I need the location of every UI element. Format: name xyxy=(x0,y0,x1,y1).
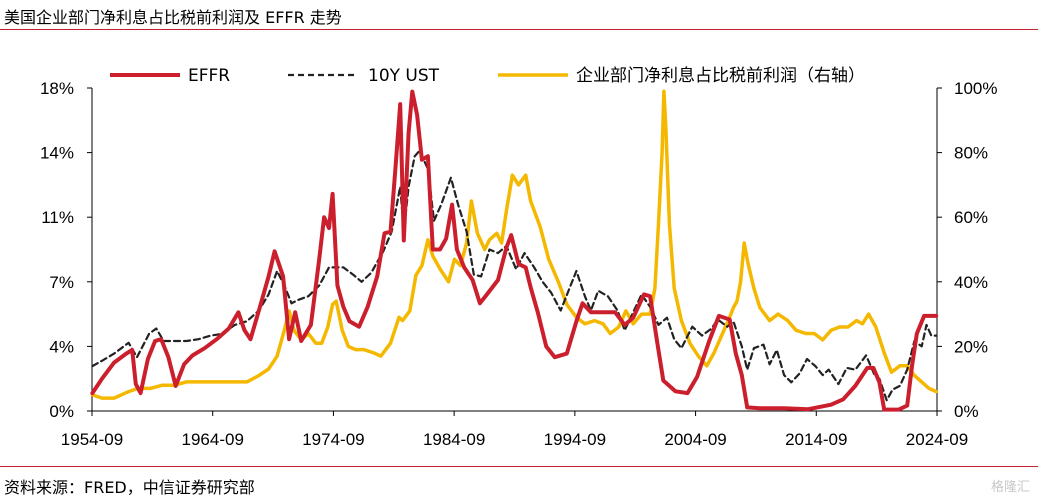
x-axis-tick-label: 2004-09 xyxy=(664,430,726,449)
right-axis-tick-label: 80% xyxy=(954,144,988,163)
left-axis-tick-label: 18% xyxy=(40,79,74,98)
x-axis-tick-label: 1994-09 xyxy=(544,430,606,449)
series-line-10y-ust xyxy=(91,149,938,402)
left-axis-tick-label: 0% xyxy=(49,402,74,421)
legend-item-corp-interest-ratio-label: 企业部门净利息占比税前利润（右轴） xyxy=(576,66,865,86)
watermark-logo: 格隆汇 xyxy=(990,480,1030,495)
left-axis-tick-label: 14% xyxy=(40,144,74,163)
right-axis-tick-label: 40% xyxy=(954,273,988,292)
left-axis-tick-label: 7% xyxy=(49,273,74,292)
chart-title: 美国企业部门净利息占比税前利润及 EFFR 走势 xyxy=(4,8,342,27)
x-axis-tick-label: 1984-09 xyxy=(423,430,485,449)
x-axis-tick-label: 2024-09 xyxy=(906,430,968,449)
legend-item-10y-ust-label: 10Y UST xyxy=(368,66,440,86)
right-axis-tick-label: 60% xyxy=(954,208,988,227)
chart-series xyxy=(90,89,939,412)
chart-svg: 0% 4% 7% 11% 14% 18% 0% 20% 40% 60% 80% 100% 1954-09… xyxy=(40,66,998,449)
source-note: 资料来源：FRED，中信证券研究部 xyxy=(4,478,255,497)
chart-legend: EFFR 10Y UST 企业部门净利息占比税前利润（右轴） xyxy=(110,66,865,86)
right-axis-tick-label: 0% xyxy=(954,402,979,421)
right-axis-tick-label: 20% xyxy=(954,337,988,356)
left-axis-tick-label: 11% xyxy=(41,208,74,227)
left-axis-tick-label: 4% xyxy=(49,337,74,356)
chart-axes: 0% 4% 7% 11% 14% 18% 0% 20% 40% 60% 80% 100% 1954-09… xyxy=(40,79,998,449)
x-axis-tick-label: 1954-09 xyxy=(61,430,123,449)
x-axis-tick-label: 2014-09 xyxy=(785,430,847,449)
title-rule xyxy=(0,29,1038,30)
legend-item-effr-label: EFFR xyxy=(188,66,230,86)
series-line-effr xyxy=(90,89,939,412)
x-axis-tick-label: 1974-09 xyxy=(302,430,364,449)
x-axis-tick-label: 1964-09 xyxy=(182,430,244,449)
source-rule xyxy=(0,466,1038,467)
right-axis-tick-label: 100% xyxy=(954,79,997,98)
